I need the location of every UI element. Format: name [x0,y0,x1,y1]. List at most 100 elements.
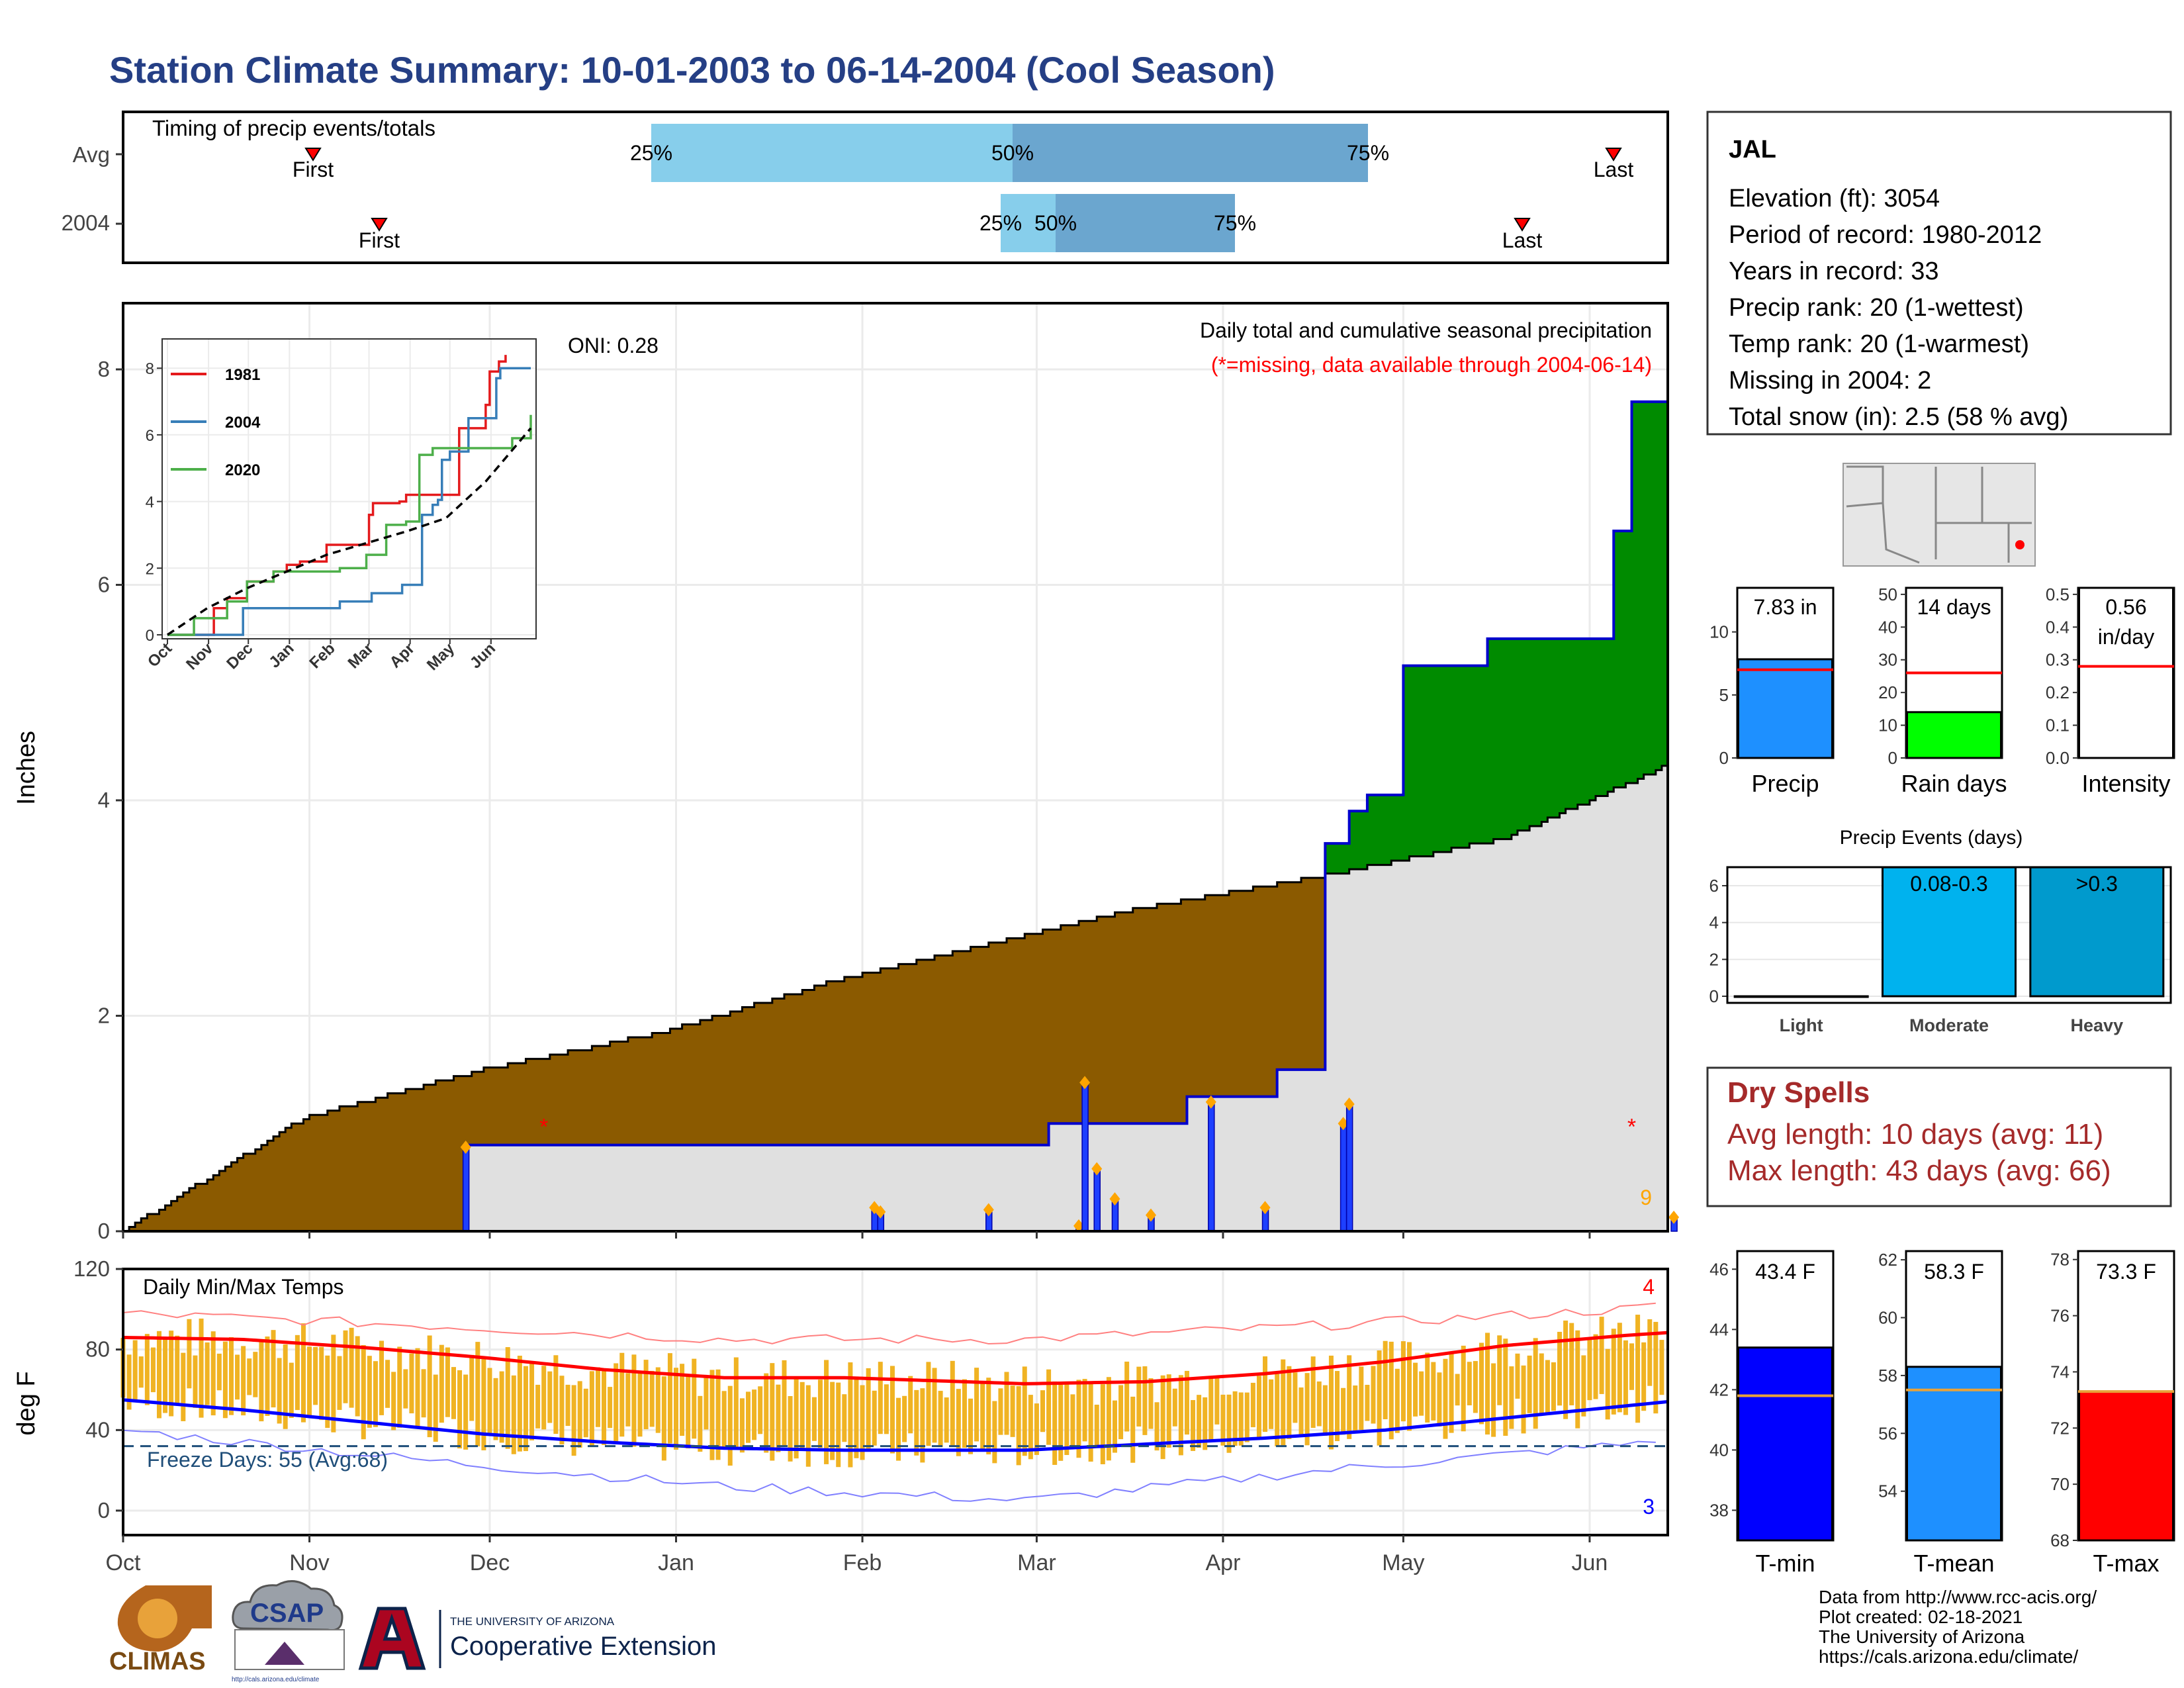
ua-logo: THE UNIVERSITY OF ARIZONA Cooperative Ex… [358,1607,716,1670]
timing-label: 25% [979,211,1022,235]
daily-temp-bar [727,1385,733,1466]
daily-temp-bar [481,1358,486,1450]
climas-wordmark: CLIMAS [109,1648,206,1675]
daily-temp-bar [1287,1366,1292,1439]
daily-temp-bar [577,1381,582,1448]
mini-precip-tick-label: 0 [1888,748,1897,768]
daily-temp-bar [511,1375,516,1454]
daily-temp-bar [1244,1392,1250,1442]
daily-temp-bar [950,1360,955,1446]
mini-temp-value: 43.4 F [1755,1260,1815,1284]
timing-marker-icon [304,148,322,162]
daily-temp-bar [1281,1359,1286,1446]
timing-label: Last [1502,228,1543,252]
daily-temp-bar [1347,1355,1352,1439]
mini-temp-tick-label: 40 [1709,1440,1729,1460]
precip-event-marker [1145,1208,1156,1222]
temp-y-tick-label: 0 [98,1498,110,1523]
mini-precip-tick-label: 0.5 [2046,585,2070,604]
daily-temp-bar [1629,1343,1635,1390]
daily-temp-bar [1563,1320,1569,1419]
temp-frame [122,1268,1669,1536]
mini-temp-tick-label: 42 [1709,1380,1729,1399]
daily-temp-bar [1293,1372,1298,1423]
daily-temp-bar [385,1360,390,1408]
mini-precip-bar [1906,711,2002,759]
station-line: Years in record: 33 [1729,258,1939,285]
daily-temp-bar [1203,1397,1208,1450]
daily-temp-bar [1064,1383,1069,1456]
credit-line: Data from http://www.rcc-acis.org/ [1819,1587,2097,1607]
daily-temp-bar [698,1395,703,1452]
daily-temp-bar [1148,1378,1154,1429]
station-line: Precip rank: 20 (1-wettest) [1729,294,2024,322]
daily-temp-bar [1659,1340,1664,1395]
daily-temp-bar [361,1344,366,1440]
locator-map [1843,463,2036,567]
mini-precip-label: Intensity [2081,770,2170,797]
timing-row-2004: 2004 [62,211,110,235]
daily-temp-bar [896,1397,901,1461]
daily-temp-bar [1341,1387,1346,1435]
daily-temp-bar [980,1381,985,1450]
daily-temp-bar [1028,1395,1033,1460]
ua-small: THE UNIVERSITY OF ARIZONA [450,1615,615,1628]
dry-title: Dry Spells [1727,1076,1870,1109]
daily-temp-bar [926,1362,931,1446]
daily-precip-bar [1208,1101,1215,1232]
logos: CLIMAS CSAP http://cals.arizona.edu/clim… [109,1580,716,1683]
timing-label: 75% [1214,211,1256,235]
daily-temp-bar [817,1380,823,1448]
daily-precip-bar [1093,1168,1101,1232]
daily-temp-bar [1088,1383,1093,1462]
daily-temp-bar [589,1371,594,1446]
daily-temp-bar [1208,1377,1214,1440]
daily-temp-bar [373,1361,378,1427]
daily-temp-bar [469,1354,475,1421]
inset-legend-label: 2020 [225,461,260,479]
temp-daily-bars [120,1315,1664,1468]
daily-temp-bar [1497,1335,1502,1405]
daily-temp-bar [1509,1366,1514,1429]
daily-temp-bar [848,1362,853,1468]
daily-temp-bar [205,1342,210,1405]
map-frame [1843,463,2036,567]
timing-bar [651,124,1013,182]
daily-temp-bar [776,1384,781,1452]
daily-temp-bar [313,1346,318,1405]
dry-max-length: Max length: 43 days (avg: 66) [1727,1154,2111,1187]
events-title: Precip Events (days) [1840,827,2023,849]
events-bars: Light 0.08-0.3 Moderate >0.3 Heavy [1733,866,2165,1035]
daily-temp-bar [1377,1350,1382,1446]
daily-temp-bar [1256,1376,1261,1438]
month-label: Feb [843,1550,882,1575]
daily-temp-bar [1022,1366,1027,1456]
month-axis: Oct Nov Dec Jan Feb Mar Apr May Jun [106,1231,1608,1575]
daily-temp-bar [427,1335,432,1438]
daily-temp-bar [1431,1362,1436,1421]
inset-y-tick-label: 4 [146,494,154,512]
daily-temp-bar [517,1356,522,1452]
daily-temp-bar [331,1335,336,1432]
daily-temp-bar [1515,1353,1520,1399]
daily-temp-bar [169,1331,174,1417]
csap-url: http://cals.arizona.edu/climate [232,1676,320,1683]
daily-temp-bar [253,1352,258,1397]
daily-temp-bar [920,1388,925,1463]
daily-temp-bar [758,1386,763,1434]
mini-precip-value: 7.83 in [1753,595,1817,619]
daily-temp-bar [1058,1384,1064,1461]
daily-temp-bar [163,1338,168,1413]
mini-precip-tick-label: 0.3 [2046,650,2070,670]
events-y-tick-label: 0 [1709,986,1719,1006]
events-y-tick-label: 6 [1709,876,1719,896]
daily-temp-bar [625,1373,631,1427]
daily-temp-bar [680,1364,685,1436]
timing-bar [1056,194,1235,252]
inset-legend-label: 1981 [225,366,260,384]
daily-temp-bar [559,1376,565,1445]
csap-mountain-icon [265,1642,304,1665]
oni-label: ONI: 0.28 [568,334,659,357]
daily-temp-bar [986,1378,991,1455]
daily-temp-bar [1569,1323,1574,1405]
